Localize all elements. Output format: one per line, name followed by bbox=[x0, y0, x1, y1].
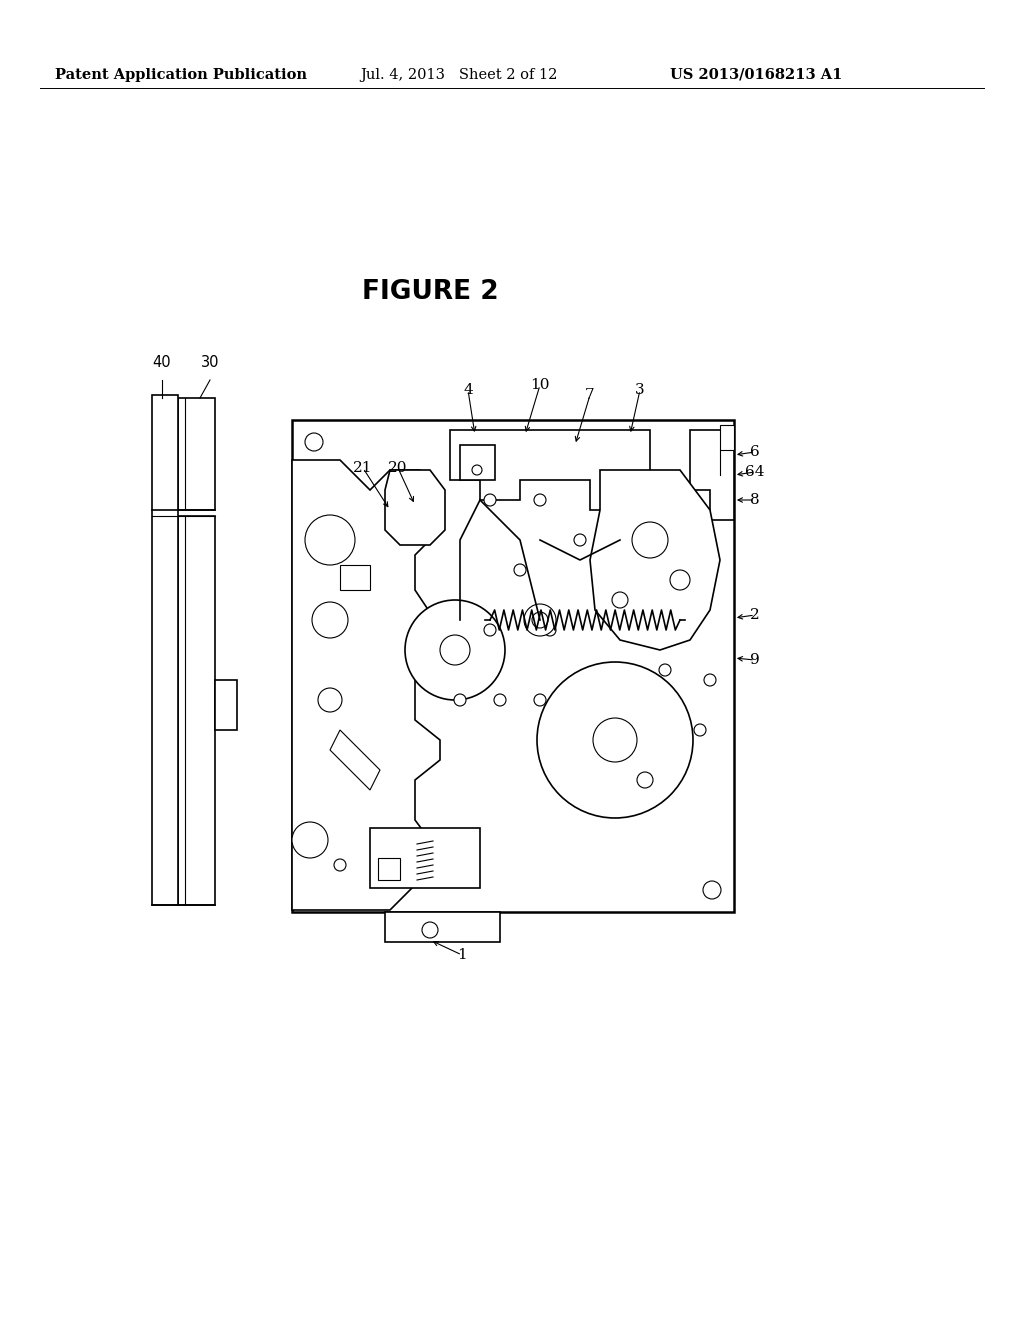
Text: 2: 2 bbox=[751, 609, 760, 622]
Circle shape bbox=[534, 694, 546, 706]
Circle shape bbox=[544, 624, 556, 636]
Circle shape bbox=[574, 535, 586, 546]
Text: 21: 21 bbox=[353, 461, 373, 475]
Text: 7: 7 bbox=[585, 388, 595, 403]
Circle shape bbox=[514, 564, 526, 576]
Circle shape bbox=[534, 494, 546, 506]
Circle shape bbox=[312, 602, 348, 638]
Polygon shape bbox=[590, 470, 720, 649]
Bar bbox=[178, 399, 215, 510]
Text: FIGURE 2: FIGURE 2 bbox=[361, 279, 499, 305]
Polygon shape bbox=[450, 430, 650, 510]
Text: US 2013/0168213 A1: US 2013/0168213 A1 bbox=[670, 69, 843, 82]
Circle shape bbox=[292, 822, 328, 858]
Circle shape bbox=[637, 772, 653, 788]
Circle shape bbox=[593, 718, 637, 762]
Bar bbox=[340, 565, 370, 590]
Text: 64: 64 bbox=[745, 465, 765, 479]
Circle shape bbox=[670, 570, 690, 590]
Polygon shape bbox=[385, 470, 445, 545]
Bar bbox=[152, 395, 178, 906]
Circle shape bbox=[524, 605, 556, 636]
Circle shape bbox=[659, 664, 671, 676]
Bar bbox=[178, 516, 215, 906]
Bar bbox=[370, 828, 480, 888]
Text: 1: 1 bbox=[457, 948, 467, 962]
Text: 4: 4 bbox=[463, 383, 473, 397]
Circle shape bbox=[440, 635, 470, 665]
Circle shape bbox=[444, 865, 456, 876]
Polygon shape bbox=[330, 730, 380, 789]
Circle shape bbox=[674, 624, 686, 636]
Circle shape bbox=[694, 723, 706, 737]
Circle shape bbox=[532, 612, 548, 628]
Circle shape bbox=[305, 433, 323, 451]
Text: 3: 3 bbox=[635, 383, 645, 397]
Circle shape bbox=[632, 521, 668, 558]
Text: Jul. 4, 2013   Sheet 2 of 12: Jul. 4, 2013 Sheet 2 of 12 bbox=[360, 69, 557, 82]
Circle shape bbox=[406, 601, 505, 700]
Bar bbox=[720, 425, 734, 450]
Text: 30: 30 bbox=[201, 355, 219, 370]
Text: 20: 20 bbox=[388, 461, 408, 475]
Circle shape bbox=[705, 675, 716, 686]
Text: 10: 10 bbox=[530, 378, 550, 392]
Text: Patent Application Publication: Patent Application Publication bbox=[55, 69, 307, 82]
Text: 9: 9 bbox=[751, 653, 760, 667]
Bar bbox=[385, 912, 500, 942]
Circle shape bbox=[703, 880, 721, 899]
Bar bbox=[460, 445, 495, 480]
Polygon shape bbox=[292, 459, 440, 909]
Bar bbox=[215, 680, 237, 730]
Polygon shape bbox=[690, 430, 734, 520]
Circle shape bbox=[537, 663, 693, 818]
Circle shape bbox=[612, 591, 628, 609]
Circle shape bbox=[334, 859, 346, 871]
Circle shape bbox=[703, 433, 721, 451]
Circle shape bbox=[422, 921, 438, 939]
Text: 6: 6 bbox=[751, 445, 760, 459]
Circle shape bbox=[484, 494, 496, 506]
Text: 40: 40 bbox=[153, 355, 171, 370]
Circle shape bbox=[614, 594, 626, 606]
Bar bbox=[378, 858, 400, 880]
Circle shape bbox=[494, 694, 506, 706]
Circle shape bbox=[305, 515, 355, 565]
Circle shape bbox=[472, 465, 482, 475]
Circle shape bbox=[484, 624, 496, 636]
Circle shape bbox=[654, 574, 666, 586]
Circle shape bbox=[454, 694, 466, 706]
Circle shape bbox=[305, 880, 323, 899]
Text: 8: 8 bbox=[751, 492, 760, 507]
Circle shape bbox=[318, 688, 342, 711]
Bar bbox=[292, 420, 734, 912]
